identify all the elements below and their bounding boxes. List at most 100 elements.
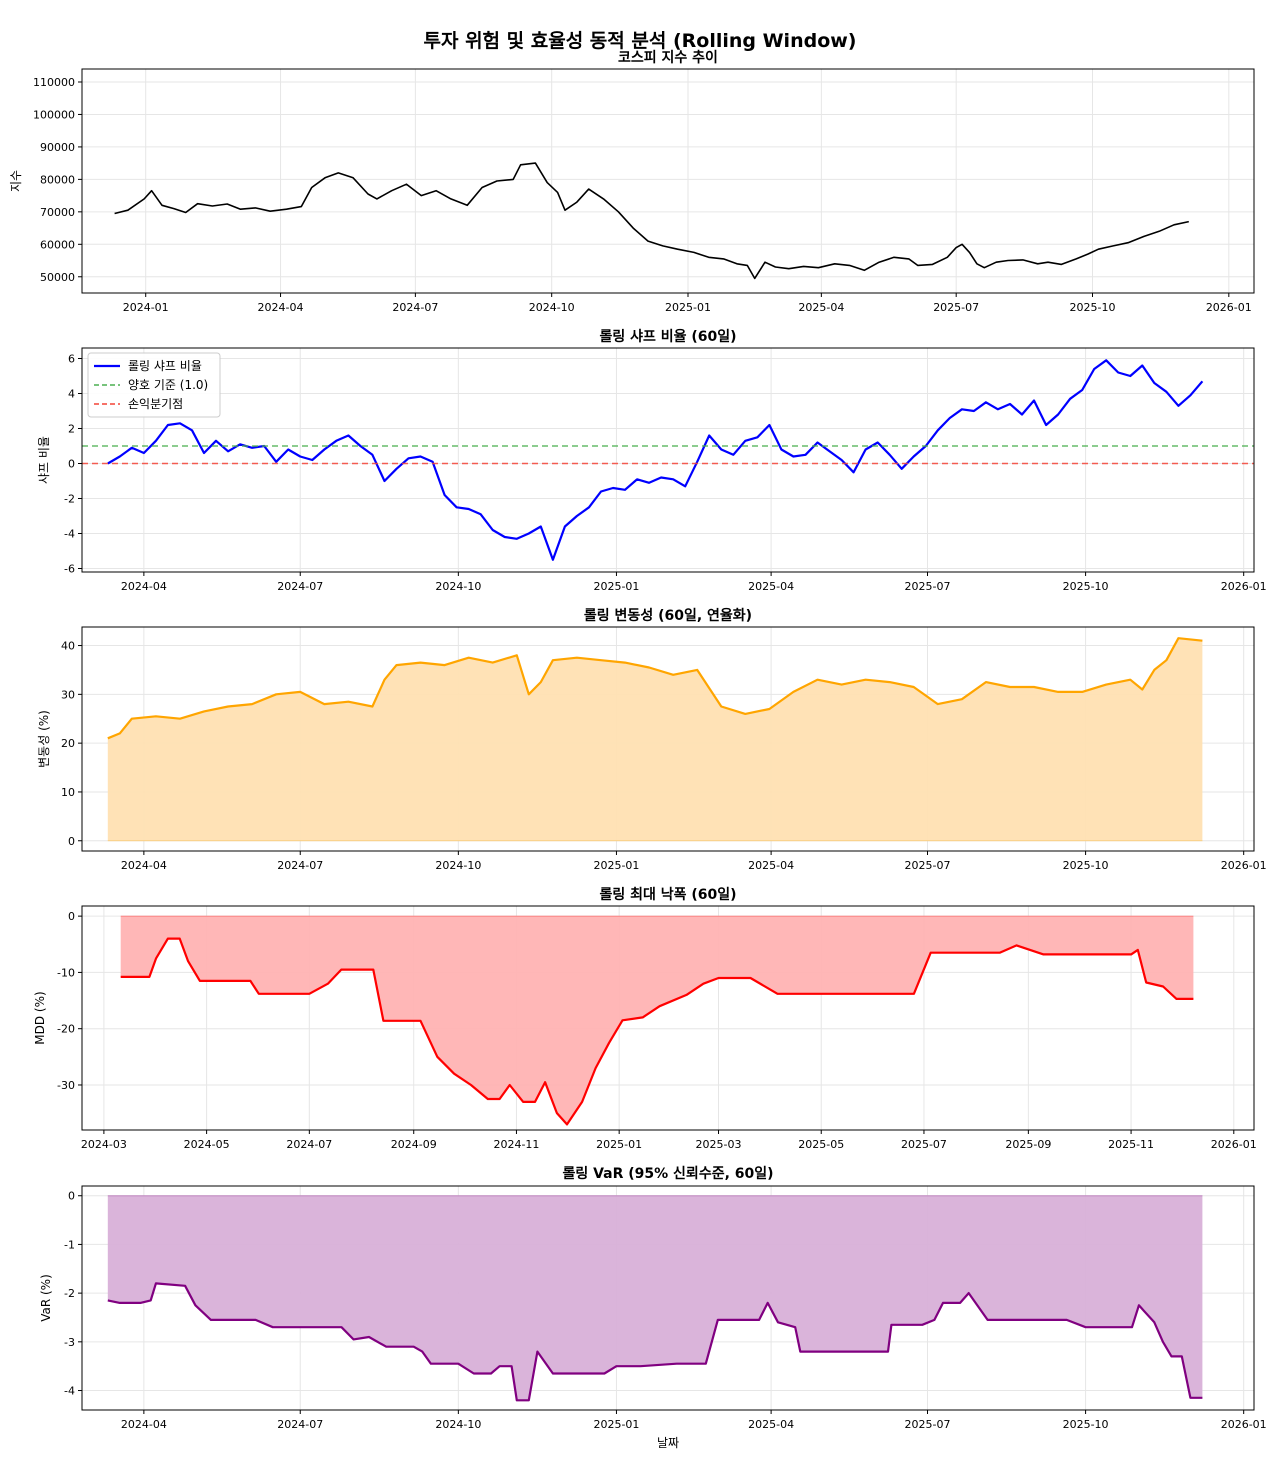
x-tick-label: 2026-01 bbox=[1221, 1418, 1267, 1431]
y-tick-label: 2 bbox=[68, 423, 75, 436]
x-tick-label: 2024-07 bbox=[277, 859, 323, 872]
x-tick-label: 2025-10 bbox=[1063, 859, 1109, 872]
x-tick-label: 2024-10 bbox=[435, 859, 481, 872]
x-tick-label: 2025-07 bbox=[933, 301, 979, 314]
legend-label: 손익분기점 bbox=[128, 397, 183, 411]
y-tick-label: -2 bbox=[64, 493, 75, 506]
x-tick-label: 2025-07 bbox=[901, 1138, 947, 1151]
kospi-y-axis-label: 지수 bbox=[9, 170, 23, 192]
mdd-area-fill bbox=[120, 916, 1194, 1125]
y-tick-label: -1 bbox=[64, 1238, 75, 1251]
x-tick-label: 2025-07 bbox=[905, 1418, 951, 1431]
sharpe-y-axis-label: 샤프 비율 bbox=[37, 436, 51, 484]
var-series-line bbox=[107, 1282, 1203, 1402]
sharpe-panel: 롤링 샤프 비율 (60일) 샤프 비율 2024-04 2024-07 2024-… bbox=[37, 328, 1267, 593]
legend-label: 롤링 샤프 비율 bbox=[128, 359, 202, 373]
x-tick-label: 2025-04 bbox=[748, 1418, 794, 1431]
x-tick-label: 2025-10 bbox=[1063, 1418, 1109, 1431]
x-tick-label: 2025-01 bbox=[593, 859, 639, 872]
sharpe-grid bbox=[82, 348, 1254, 572]
x-tick-label: 2025-01 bbox=[665, 301, 711, 314]
y-tick-label: 10 bbox=[61, 786, 75, 799]
volatility-title: 롤링 변동성 (60일, 연율화) bbox=[584, 607, 752, 624]
x-tick-label: 2024-03 bbox=[81, 1138, 127, 1151]
y-tick-label: 50000 bbox=[40, 271, 75, 284]
x-tick-label: 2024-05 bbox=[184, 1138, 230, 1151]
x-tick-label: 2025-04 bbox=[798, 301, 844, 314]
sharpe-title: 롤링 샤프 비율 (60일) bbox=[599, 328, 736, 345]
y-tick-label: -20 bbox=[57, 1023, 75, 1036]
y-tick-label: 110000 bbox=[33, 76, 75, 89]
y-tick-label: -10 bbox=[57, 966, 75, 979]
y-tick-label: 80000 bbox=[40, 173, 75, 186]
x-tick-label: 2024-04 bbox=[258, 301, 304, 314]
y-tick-label: 0 bbox=[68, 835, 75, 848]
var-area-fill bbox=[107, 1195, 1203, 1401]
x-tick-label: 2025-07 bbox=[905, 859, 951, 872]
y-tick-label: 70000 bbox=[40, 206, 75, 219]
mdd-y-axis-label: MDD (%) bbox=[33, 991, 47, 1044]
x-tick-label: 2024-07 bbox=[277, 580, 323, 593]
x-tick-label: 2025-11 bbox=[1108, 1138, 1154, 1151]
x-tick-label: 2024-04 bbox=[121, 1418, 167, 1431]
x-tick-label: 2025-03 bbox=[696, 1138, 742, 1151]
x-tick-label: 2025-09 bbox=[1005, 1138, 1051, 1151]
x-tick-label: 2024-07 bbox=[392, 301, 438, 314]
y-tick-label: 6 bbox=[68, 353, 75, 366]
volatility-axes-frame bbox=[81, 626, 1255, 852]
x-tick-label: 2026-01 bbox=[1221, 580, 1267, 593]
y-tick-label: -30 bbox=[57, 1079, 75, 1092]
y-tick-label: -4 bbox=[64, 1385, 75, 1398]
x-tick-label: 2024-10 bbox=[435, 1418, 481, 1431]
x-tick-label: 2024-07 bbox=[286, 1138, 332, 1151]
x-tick-label: 2024-10 bbox=[529, 301, 575, 314]
y-tick-label: 100000 bbox=[33, 108, 75, 121]
mdd-panel: 롤링 최대 낙폭 (60일) MDD (%) 2024-03 2024-05 202… bbox=[33, 886, 1257, 1151]
volatility-panel: 롤링 변동성 (60일, 연율화) 변동성 (%) 2024-04 2024-07… bbox=[37, 607, 1267, 872]
y-tick-label: -4 bbox=[64, 528, 75, 541]
figure-title: 투자 위험 및 효율성 동적 분석 (Rolling Window) bbox=[424, 30, 857, 52]
kospi-series-line bbox=[114, 162, 1189, 280]
volatility-y-axis-label: 변동성 (%) bbox=[37, 710, 51, 768]
kospi-title: 코스피 지수 추이 bbox=[618, 49, 718, 66]
var-y-axis-label: VaR (%) bbox=[39, 1274, 53, 1322]
x-tick-label: 2026-01 bbox=[1206, 301, 1252, 314]
volatility-series-line bbox=[107, 637, 1203, 740]
y-tick-label: 30 bbox=[61, 688, 75, 701]
x-tick-label: 2024-11 bbox=[493, 1138, 539, 1151]
x-tick-label: 2024-07 bbox=[277, 1418, 323, 1431]
x-tick-label: 2025-07 bbox=[905, 580, 951, 593]
var-panel: 롤링 VaR (95% 신뢰수준, 60일) VaR (%) 날짜 2024-0… bbox=[39, 1165, 1267, 1450]
sharpe-series-line bbox=[107, 359, 1204, 561]
var-axes-frame bbox=[81, 1185, 1255, 1411]
sharpe-axes-frame bbox=[81, 347, 1255, 573]
y-tick-label: 90000 bbox=[40, 141, 75, 154]
kospi-axes-frame bbox=[81, 68, 1255, 294]
legend-box bbox=[87, 352, 221, 418]
x-tick-label: 2024-10 bbox=[435, 580, 481, 593]
mdd-series-line bbox=[120, 937, 1194, 1126]
mdd-axes-frame bbox=[81, 905, 1255, 1131]
mdd-title: 롤링 최대 낙폭 (60일) bbox=[599, 886, 736, 903]
x-tick-label: 2025-01 bbox=[593, 1418, 639, 1431]
legend-label: 양호 기준 (1.0) bbox=[128, 378, 208, 392]
x-tick-label: 2024-01 bbox=[123, 301, 169, 314]
x-tick-label: 2026-01 bbox=[1211, 1138, 1257, 1151]
x-tick-label: 2025-01 bbox=[596, 1138, 642, 1151]
y-tick-label: 40 bbox=[61, 640, 75, 653]
x-tick-label: 2024-04 bbox=[121, 859, 167, 872]
y-tick-label: 0 bbox=[68, 910, 75, 923]
x-tick-label: 2025-04 bbox=[748, 580, 794, 593]
x-tick-label: 2024-04 bbox=[121, 580, 167, 593]
x-tick-label: 2025-01 bbox=[593, 580, 639, 593]
x-tick-label: 2025-10 bbox=[1070, 301, 1116, 314]
x-tick-label: 2025-04 bbox=[748, 859, 794, 872]
y-tick-label: 4 bbox=[68, 388, 75, 401]
y-tick-label: -2 bbox=[64, 1287, 75, 1300]
kospi-grid bbox=[82, 69, 1254, 293]
var-x-axis-label: 날짜 bbox=[657, 1436, 679, 1450]
kospi-panel: 코스피 지수 추이 지수 2024-01 2024-04 2024-07 2024-1… bbox=[9, 49, 1255, 314]
x-tick-label: 2024-09 bbox=[391, 1138, 437, 1151]
